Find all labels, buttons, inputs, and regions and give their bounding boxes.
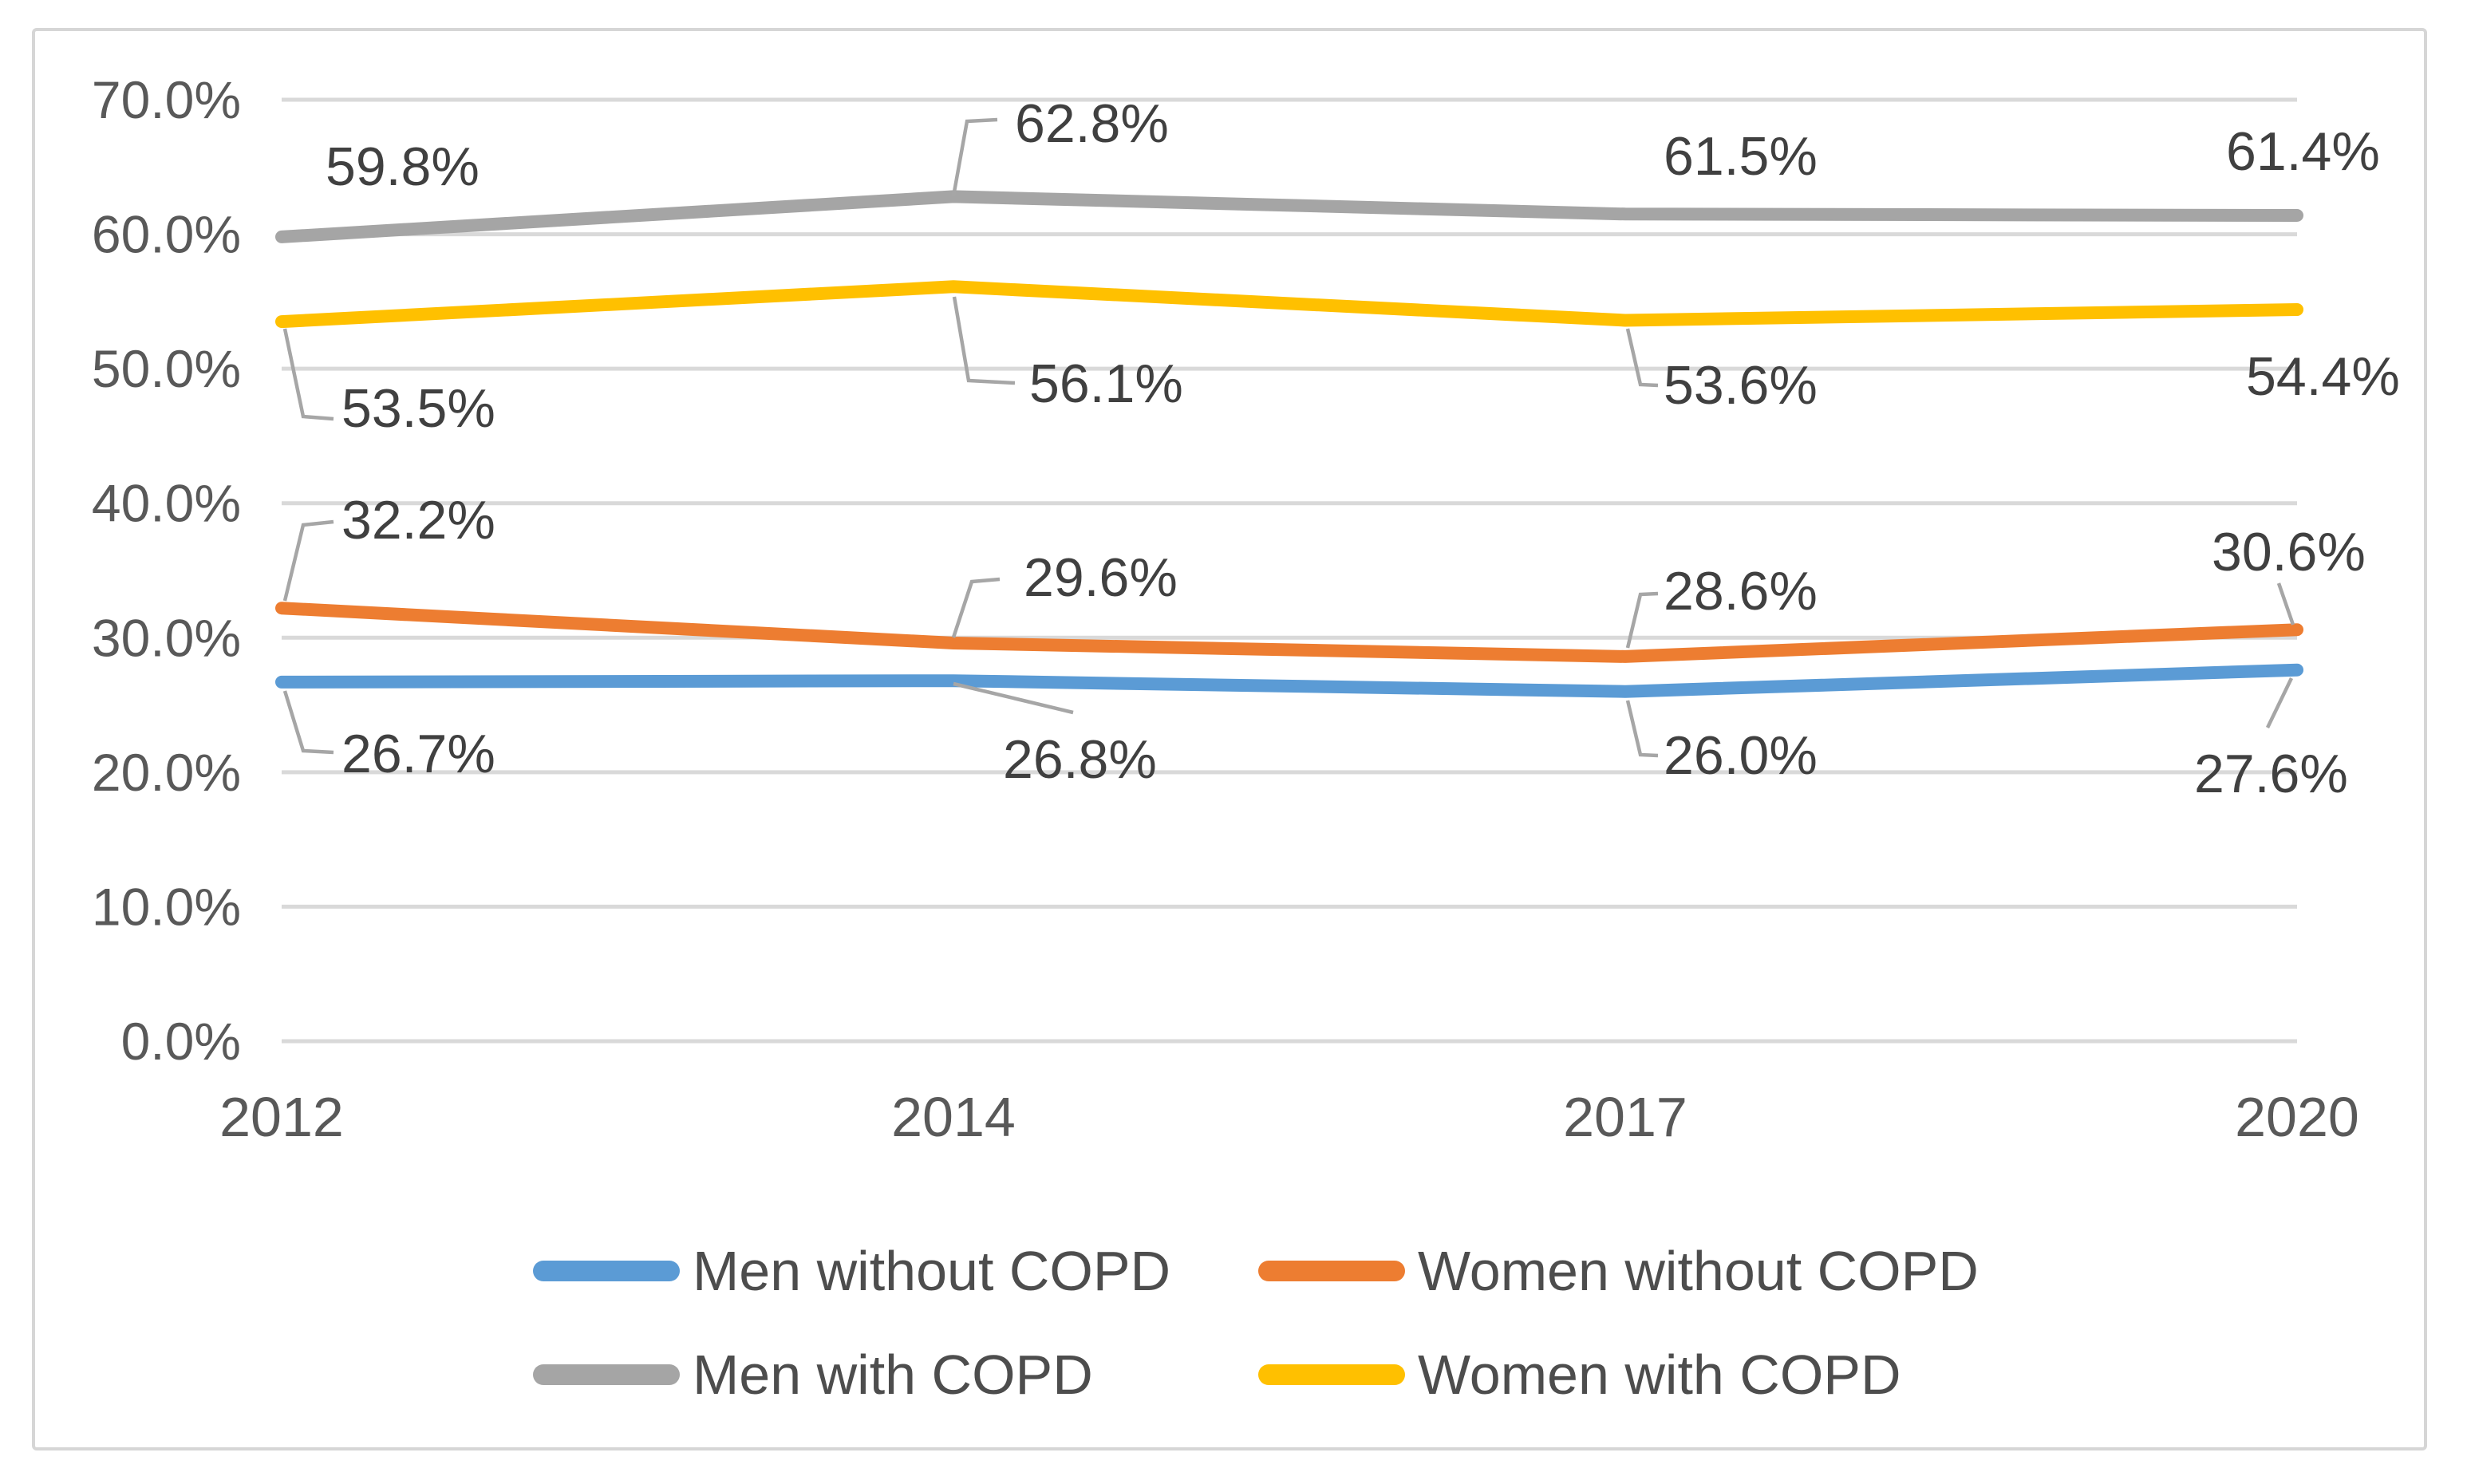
- data-label-men-with-copd-2020: 61.4%: [2226, 121, 2380, 182]
- y-axis-tick-labels: 0.0% 10.0% 20.0% 30.0% 40.0% 50.0% 60.0% 70.0%: [92, 70, 241, 1071]
- leader-line-women-with-copd-2017: [1625, 328, 1659, 388]
- y-tick-label-30-0: 30.0%: [92, 608, 241, 667]
- y-tick-label-0-0: 0.0%: [121, 1012, 241, 1071]
- data-label-men-with-copd-2012: 59.8%: [326, 136, 480, 197]
- leader-line-men-without-copd-2012: [282, 690, 334, 755]
- data-label-women-with-copd-2012: 53.5%: [341, 378, 495, 439]
- series-lines-group: [275, 190, 2303, 698]
- gridlines-group: [282, 97, 2297, 1044]
- data-label-men-with-copd-2014: 62.8%: [1015, 93, 1169, 154]
- legend-swatch-women-with-copd: [1258, 1364, 1405, 1385]
- leader-line-men-with-copd-2014: [951, 117, 998, 197]
- leader-line-women-without-copd-2014: [951, 577, 1001, 638]
- legend-label-women-with-copd: Women with COPD: [1418, 1344, 1901, 1406]
- x-axis-tick-labels: 2012 2014 2017 2020: [219, 1086, 2359, 1148]
- legend-item-men-without-copd: Men without COPD: [533, 1240, 1170, 1302]
- data-label-men-without-copd-2014: 26.8%: [1003, 729, 1157, 790]
- legend-item-men-with-copd: Men with COPD: [533, 1344, 1093, 1406]
- leader-line-men-without-copd-2017: [1625, 700, 1659, 758]
- legend-item-women-with-copd: Women with COPD: [1258, 1344, 1901, 1406]
- series-line-women-without-copd: [275, 602, 2303, 663]
- x-tick-label-2014: 2014: [891, 1086, 1016, 1148]
- legend-label-women-without-copd: Women without COPD: [1418, 1240, 1979, 1302]
- data-label-women-with-copd-2020: 54.4%: [2246, 346, 2400, 407]
- legend-swatch-men-with-copd: [533, 1364, 680, 1385]
- series-line-men-without-copd: [275, 663, 2303, 698]
- data-label-women-with-copd-2017: 53.6%: [1664, 355, 1818, 416]
- data-label-men-without-copd-2017: 26.0%: [1664, 725, 1818, 786]
- legend-swatch-women-without-copd: [1258, 1261, 1405, 1281]
- data-label-women-without-copd-2012: 32.2%: [341, 490, 495, 551]
- data-labels-group: 59.8% 62.8% 61.5% 61.4% 53.5% 56.1% 53.6% 54.4%…: [326, 93, 2400, 804]
- data-label-men-without-copd-2012: 26.7%: [341, 724, 495, 784]
- legend-label-men-without-copd: Men without COPD: [693, 1240, 1170, 1302]
- legend-swatch-men-without-copd: [533, 1261, 680, 1281]
- data-label-women-with-copd-2014: 56.1%: [1029, 353, 1183, 414]
- y-tick-label-50-0: 50.0%: [92, 339, 241, 398]
- leader-line-women-without-copd-2020: [2276, 582, 2295, 626]
- leader-lines-group: [282, 117, 2295, 758]
- data-label-men-with-copd-2017: 61.5%: [1664, 126, 1818, 187]
- leader-line-men-without-copd-2014: [953, 681, 1074, 715]
- series-line-women-with-copd: [275, 280, 2303, 329]
- leader-line-women-without-copd-2017: [1625, 591, 1659, 649]
- legend-label-men-with-copd: Men with COPD: [693, 1344, 1093, 1406]
- data-label-women-without-copd-2014: 29.6%: [1024, 547, 1178, 608]
- data-label-women-without-copd-2017: 28.6%: [1664, 561, 1818, 622]
- leader-line-women-with-copd-2012: [282, 328, 334, 421]
- y-tick-label-40-0: 40.0%: [92, 474, 241, 533]
- legend: Men without COPD Women without COPD Men wi…: [533, 1240, 1979, 1406]
- legend-item-women-without-copd: Women without COPD: [1258, 1240, 1979, 1302]
- x-tick-label-2020: 2020: [2235, 1086, 2359, 1148]
- y-tick-label-70-0: 70.0%: [92, 70, 241, 129]
- leader-line-women-without-copd-2012: [282, 519, 334, 602]
- series-line-men-with-copd: [275, 190, 2303, 243]
- y-tick-label-10-0: 10.0%: [92, 877, 241, 936]
- x-tick-label-2017: 2017: [1563, 1086, 1687, 1148]
- x-tick-label-2012: 2012: [219, 1086, 344, 1148]
- y-tick-label-20-0: 20.0%: [92, 743, 241, 802]
- leader-line-men-without-copd-2020: [2265, 677, 2294, 728]
- data-label-women-without-copd-2020: 30.6%: [2212, 522, 2366, 582]
- data-label-men-without-copd-2020: 27.6%: [2194, 744, 2348, 804]
- y-tick-label-60-0: 60.0%: [92, 205, 241, 264]
- leader-line-women-with-copd-2014: [952, 296, 1016, 385]
- chart-frame-border: [32, 28, 2427, 1450]
